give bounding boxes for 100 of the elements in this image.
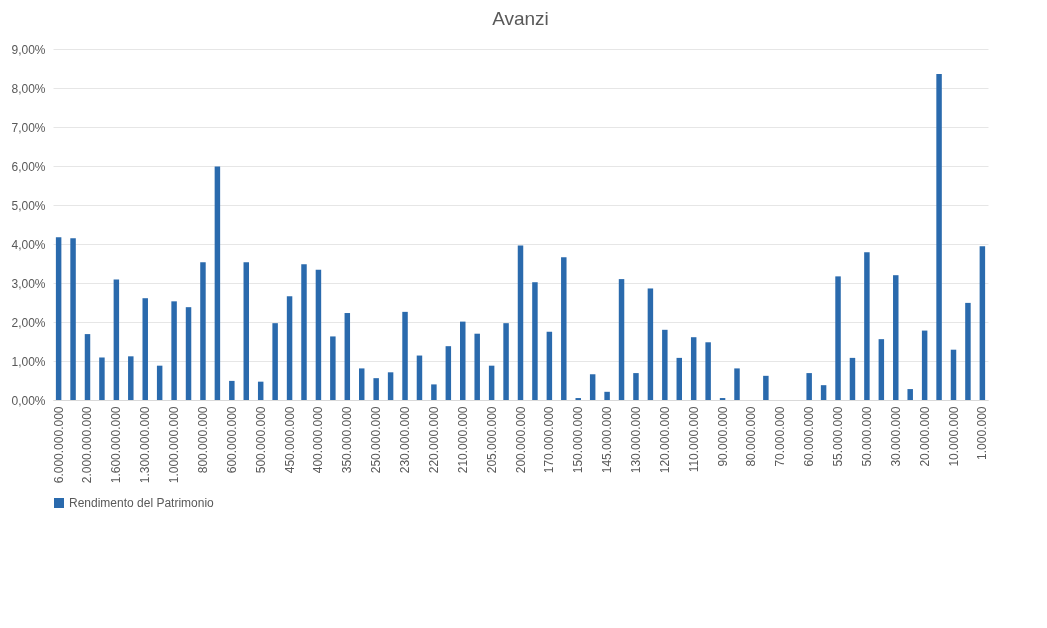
x-tick-label: 205.000.000 xyxy=(484,406,499,474)
x-tick-label: 145.000.000 xyxy=(600,406,615,474)
x-tick-label: 230.000.000 xyxy=(398,406,413,474)
bar xyxy=(301,264,307,400)
bar xyxy=(676,357,683,400)
bar xyxy=(402,311,408,400)
bar xyxy=(373,378,379,400)
bar xyxy=(70,238,76,400)
bar xyxy=(416,355,423,400)
bar xyxy=(806,373,812,400)
bar xyxy=(142,298,148,400)
bar xyxy=(286,296,293,400)
bar xyxy=(358,368,365,400)
bar xyxy=(113,279,120,400)
x-tick-label: 50.000.000 xyxy=(859,406,874,467)
x-tick-label: 1.000.000.000 xyxy=(167,406,182,484)
x-tick-label: 10.000.000 xyxy=(946,406,961,467)
x-tick-label: 150.000.000 xyxy=(571,406,586,474)
bar xyxy=(431,384,437,400)
bar xyxy=(128,356,134,400)
chart-title: Avanzi xyxy=(492,8,549,29)
bar xyxy=(214,166,221,400)
x-tick-label: 400.000.000 xyxy=(311,406,326,474)
bar xyxy=(200,262,206,400)
x-tick-label: 210.000.000 xyxy=(455,406,470,474)
bar xyxy=(690,337,697,400)
x-tick-label: 500.000.000 xyxy=(253,406,268,474)
bar xyxy=(633,373,639,400)
bar xyxy=(156,365,163,400)
bar xyxy=(979,246,986,400)
y-tick-label: 6,00% xyxy=(11,159,46,174)
bar xyxy=(546,331,553,400)
bar xyxy=(589,374,596,400)
x-tick-label: 1.300.000.000 xyxy=(138,406,153,484)
x-tick-label: 1.600.000.000 xyxy=(109,406,124,484)
bar xyxy=(950,349,957,400)
y-tick-label: 0,00% xyxy=(11,393,46,408)
y-tick-label: 9,00% xyxy=(11,42,46,57)
bar xyxy=(243,262,250,400)
bar xyxy=(820,385,827,400)
y-tick-label: 4,00% xyxy=(11,237,46,252)
bar xyxy=(171,301,177,400)
bar xyxy=(503,323,509,400)
bar xyxy=(878,339,885,400)
x-tick-label: 90.000.000 xyxy=(715,406,730,467)
bar xyxy=(84,334,91,400)
x-tick-label: 110.000.000 xyxy=(686,406,701,473)
bar xyxy=(55,237,62,400)
x-tick-label: 800.000.000 xyxy=(195,406,210,474)
bar xyxy=(488,365,495,400)
x-tick-label: 600.000.000 xyxy=(224,406,239,474)
bar xyxy=(517,245,524,400)
x-tick-label: 70.000.000 xyxy=(773,406,788,467)
bar xyxy=(474,333,480,400)
x-tick-label: 250.000.000 xyxy=(369,406,384,474)
bar xyxy=(705,342,711,400)
bar xyxy=(921,330,928,400)
bar xyxy=(647,288,654,400)
x-tick-label: 30.000.000 xyxy=(888,406,903,467)
bar xyxy=(907,389,913,400)
x-tick-label: 220.000.000 xyxy=(426,406,441,474)
bar xyxy=(604,391,610,400)
x-tick-label: 60.000.000 xyxy=(802,406,817,467)
bar xyxy=(460,321,466,400)
bar xyxy=(185,307,192,400)
y-tick-label: 2,00% xyxy=(11,315,46,330)
bar xyxy=(849,357,856,400)
bar xyxy=(272,323,278,400)
bar xyxy=(315,269,322,400)
x-tick-label: 120.000.000 xyxy=(657,406,672,474)
x-tick-label: 2.000.000.000 xyxy=(80,406,95,484)
x-tick-label: 350.000.000 xyxy=(340,406,355,474)
bar xyxy=(330,336,336,400)
bar xyxy=(763,375,769,400)
y-tick-label: 5,00% xyxy=(11,198,46,213)
bar xyxy=(344,313,351,400)
legend-label: Rendimento del Patrimonio xyxy=(69,496,215,510)
bar xyxy=(99,357,105,400)
x-tick-label: 6.000.000.000 xyxy=(51,406,66,484)
bar xyxy=(864,252,870,400)
x-tick-label: 200.000.000 xyxy=(513,406,528,474)
bar xyxy=(229,380,235,400)
bar xyxy=(532,282,538,400)
y-tick-label: 3,00% xyxy=(11,276,46,291)
bar xyxy=(662,329,668,400)
bar xyxy=(936,73,942,400)
bar xyxy=(561,257,567,400)
bar xyxy=(734,368,740,400)
bar xyxy=(618,279,625,400)
y-tick-label: 1,00% xyxy=(11,354,46,369)
x-tick-label: 450.000.000 xyxy=(282,406,297,474)
bar xyxy=(965,302,971,400)
x-tick-label: 20.000.000 xyxy=(917,406,932,467)
bar xyxy=(387,372,394,400)
x-tick-label: 170.000.000 xyxy=(542,406,557,474)
y-tick-label: 8,00% xyxy=(11,81,46,96)
x-tick-label: 1.000.000 xyxy=(975,406,990,460)
x-tick-label: 55.000.000 xyxy=(831,406,846,467)
y-tick-label: 7,00% xyxy=(11,120,46,135)
bar xyxy=(835,276,841,400)
